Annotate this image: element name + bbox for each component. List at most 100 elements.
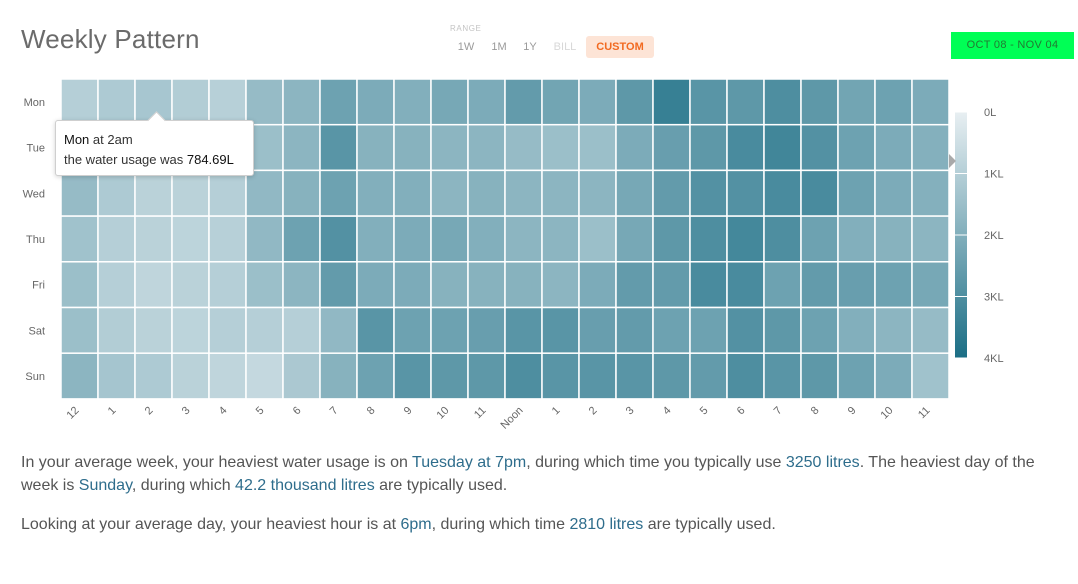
heatmap-cell[interactable] xyxy=(60,261,99,309)
heatmap-cell[interactable] xyxy=(615,78,654,126)
heatmap-cell[interactable] xyxy=(726,78,765,126)
heatmap-cell[interactable] xyxy=(615,261,654,309)
heatmap-cell[interactable] xyxy=(504,352,543,400)
heatmap-cell[interactable] xyxy=(652,215,691,263)
heatmap-cell[interactable] xyxy=(615,352,654,400)
heatmap-cell[interactable] xyxy=(245,261,284,309)
heatmap-cell[interactable] xyxy=(134,261,173,309)
heatmap-cell[interactable] xyxy=(874,306,913,354)
heatmap-cell[interactable] xyxy=(615,215,654,263)
range-1w-button[interactable]: 1W xyxy=(450,36,482,58)
heatmap-cell[interactable] xyxy=(837,78,876,126)
heatmap-cell[interactable] xyxy=(541,306,580,354)
heatmap-cell[interactable] xyxy=(874,261,913,309)
heatmap-cell[interactable] xyxy=(615,306,654,354)
heatmap-cell[interactable] xyxy=(245,306,284,354)
heatmap-cell[interactable] xyxy=(763,169,802,217)
heatmap-cell[interactable] xyxy=(245,169,284,217)
heatmap-cell[interactable] xyxy=(689,215,728,263)
heatmap-cell[interactable] xyxy=(911,169,950,217)
heatmap-cell[interactable] xyxy=(578,352,617,400)
heatmap-cell[interactable] xyxy=(134,215,173,263)
heatmap-cell[interactable] xyxy=(763,123,802,172)
heatmap-cell[interactable] xyxy=(134,352,173,400)
heatmap-cell[interactable] xyxy=(837,169,876,217)
heatmap-cell[interactable] xyxy=(652,123,691,172)
heatmap-cell[interactable] xyxy=(541,261,580,309)
heatmap-cell[interactable] xyxy=(763,78,802,126)
heatmap-cell[interactable] xyxy=(689,306,728,354)
heatmap-cell[interactable] xyxy=(874,78,913,126)
heatmap-cell[interactable] xyxy=(726,261,765,309)
heatmap-cell[interactable] xyxy=(541,352,580,400)
heatmap-cell[interactable] xyxy=(689,261,728,309)
heatmap-cell[interactable] xyxy=(837,306,876,354)
range-1y-button[interactable]: 1Y xyxy=(514,36,546,58)
heatmap-cell[interactable] xyxy=(134,306,173,354)
heatmap-cell[interactable] xyxy=(60,78,99,126)
heatmap-cell[interactable] xyxy=(652,352,691,400)
heatmap-cell[interactable] xyxy=(245,352,284,400)
heatmap-cell[interactable] xyxy=(800,352,839,400)
heatmap-cell[interactable] xyxy=(911,78,950,126)
heatmap-cell[interactable] xyxy=(874,169,913,217)
heatmap-cell[interactable] xyxy=(171,261,210,309)
heatmap-cell[interactable] xyxy=(504,261,543,309)
heatmap-cell[interactable] xyxy=(97,352,136,400)
heatmap-cell[interactable] xyxy=(393,261,432,309)
heatmap-cell[interactable] xyxy=(911,215,950,263)
heatmap-cell[interactable] xyxy=(60,169,99,217)
heatmap-cell[interactable] xyxy=(541,123,580,172)
heatmap-cell[interactable] xyxy=(97,306,136,354)
heatmap-cell[interactable] xyxy=(319,306,358,354)
heatmap-cell[interactable] xyxy=(689,169,728,217)
heatmap-cell[interactable] xyxy=(763,352,802,400)
heatmap-cell[interactable] xyxy=(467,169,506,217)
heatmap-cell[interactable] xyxy=(208,78,247,126)
heatmap-cell[interactable] xyxy=(504,169,543,217)
heatmap-cell[interactable] xyxy=(467,352,506,400)
heatmap-cell[interactable] xyxy=(430,215,469,263)
heatmap-cell[interactable] xyxy=(208,215,247,263)
heatmap-cell[interactable] xyxy=(911,261,950,309)
heatmap-cell[interactable] xyxy=(356,78,395,126)
heatmap-cell[interactable] xyxy=(208,169,247,217)
heatmap-cell[interactable] xyxy=(911,352,950,400)
heatmap-cell[interactable] xyxy=(97,215,136,263)
heatmap-cell[interactable] xyxy=(763,215,802,263)
heatmap-cell[interactable] xyxy=(652,306,691,354)
heatmap-cell[interactable] xyxy=(689,78,728,126)
heatmap-cell[interactable] xyxy=(282,78,321,126)
heatmap-cell[interactable] xyxy=(800,306,839,354)
heatmap-cell[interactable] xyxy=(837,215,876,263)
heatmap-cell[interactable] xyxy=(467,215,506,263)
heatmap-cell[interactable] xyxy=(430,78,469,126)
heatmap-cell[interactable] xyxy=(356,169,395,217)
heatmap-cell[interactable] xyxy=(282,261,321,309)
heatmap-cell[interactable] xyxy=(578,306,617,354)
heatmap-cell[interactable] xyxy=(911,123,950,172)
heatmap-cell[interactable] xyxy=(171,352,210,400)
heatmap-cell[interactable] xyxy=(800,78,839,126)
heatmap-cell[interactable] xyxy=(430,306,469,354)
heatmap-cell[interactable] xyxy=(837,261,876,309)
heatmap-cell[interactable] xyxy=(504,215,543,263)
heatmap-cell[interactable] xyxy=(245,78,284,126)
heatmap-cell[interactable] xyxy=(134,169,173,217)
range-1m-button[interactable]: 1M xyxy=(483,36,515,58)
heatmap-cell[interactable] xyxy=(578,261,617,309)
heatmap-cell[interactable] xyxy=(208,261,247,309)
heatmap-cell[interactable] xyxy=(652,169,691,217)
heatmap-cell[interactable] xyxy=(726,352,765,400)
heatmap-cell[interactable] xyxy=(356,261,395,309)
heatmap-cell[interactable] xyxy=(689,123,728,172)
heatmap-cell[interactable] xyxy=(726,169,765,217)
heatmap-cell[interactable] xyxy=(504,123,543,172)
heatmap-cell[interactable] xyxy=(541,215,580,263)
heatmap-cell[interactable] xyxy=(652,78,691,126)
heatmap-cell[interactable] xyxy=(430,123,469,172)
heatmap-cell[interactable] xyxy=(393,215,432,263)
heatmap-cell[interactable] xyxy=(541,169,580,217)
range-custom-button[interactable]: CUSTOM xyxy=(586,36,654,58)
heatmap-cell[interactable] xyxy=(763,306,802,354)
